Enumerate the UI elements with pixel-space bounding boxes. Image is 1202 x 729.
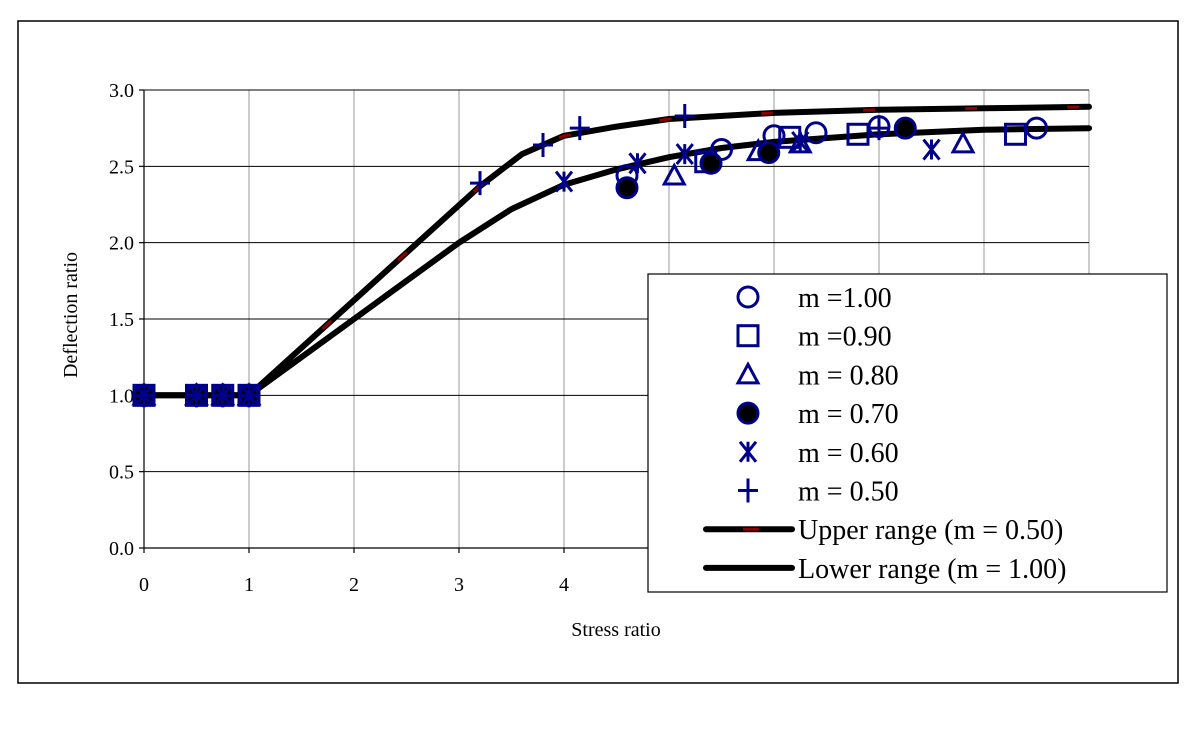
tick-labels: 0.0 0.5 1.0 1.5 2.0 2.5 3.0 0 1 2 3 4 <box>109 80 569 596</box>
y-tick-label: 3.0 <box>109 80 134 102</box>
data-markers <box>131 103 1048 408</box>
data-point-triangle <box>950 130 976 154</box>
legend-label: m =1.00 <box>798 283 892 314</box>
data-point-square <box>846 122 870 146</box>
y-tick-label: 1.0 <box>109 385 134 407</box>
y-tick-label: 2.0 <box>109 233 134 255</box>
data-point-plus <box>186 383 207 408</box>
data-point-filled-circle <box>615 176 639 200</box>
data-point-plus <box>239 383 259 408</box>
data-point-plus <box>569 116 590 141</box>
data-point-asterisk <box>922 138 941 161</box>
y-axis-title: Deflection ratio <box>60 252 82 378</box>
data-point-square <box>1004 122 1027 146</box>
data-point-triangle <box>661 162 687 186</box>
legend-label: m = 0.60 <box>798 438 899 469</box>
y-tick-label: 0.5 <box>109 462 134 484</box>
data-point-plus <box>533 132 553 157</box>
legend-icon-square <box>736 324 760 348</box>
data-point-asterisk <box>675 143 694 166</box>
x-axis-title: Stress ratio <box>571 619 660 641</box>
legend: m =1.00 m =0.90 m = 0.80 m = 0.70 m = 0.60 m … <box>647 273 1168 593</box>
data-point-asterisk <box>628 152 647 175</box>
data-point-plus <box>134 383 154 408</box>
data-point-filled-circle <box>893 116 917 140</box>
legend-icon-circle <box>736 285 760 309</box>
data-point-plus <box>869 116 889 141</box>
y-tick-label: 0.0 <box>109 538 134 560</box>
y-tick-label: 1.5 <box>109 309 134 331</box>
data-point-asterisk <box>554 170 574 193</box>
data-point-triangle <box>787 130 813 154</box>
legend-icon-triangle <box>735 361 761 385</box>
legend-label: Upper range (m = 0.50) <box>798 515 1063 546</box>
x-tick-label: 3 <box>454 574 464 596</box>
data-point-filled-circle <box>757 141 781 165</box>
x-tick-label: 1 <box>244 574 254 596</box>
legend-label: Lower range (m = 1.00) <box>798 554 1066 585</box>
y-tick-label: 2.5 <box>109 156 134 178</box>
x-tick-label: 0 <box>139 574 149 596</box>
data-point-plus <box>470 171 490 196</box>
data-point-filled-circle <box>699 151 723 175</box>
legend-label: m = 0.70 <box>798 399 899 430</box>
legend-label: m = 0.80 <box>798 360 899 391</box>
legend-icon-filled-circle <box>736 401 760 425</box>
legend-label: m = 0.50 <box>798 477 899 508</box>
x-tick-label: 4 <box>559 574 569 596</box>
upper-range-dashes <box>144 105 1090 397</box>
legend-box <box>647 273 1168 593</box>
x-tick-label: 2 <box>349 574 359 596</box>
data-point-asterisk <box>791 130 810 153</box>
data-point-plus <box>212 383 233 408</box>
legend-label: m =0.90 <box>798 322 892 353</box>
data-point-plus <box>674 103 695 128</box>
legend-icon-asterisk <box>738 440 758 463</box>
legend-icon-plus <box>738 478 758 503</box>
